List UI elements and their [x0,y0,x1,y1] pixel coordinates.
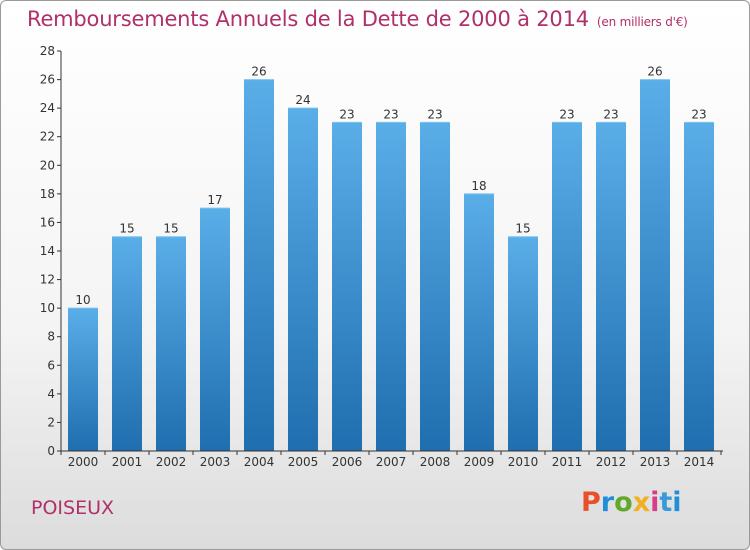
bar [200,208,230,451]
y-tick-label: 12 [40,273,55,287]
chart-title: Remboursements Annuels de la Dette de 20… [27,7,688,31]
x-tick-label: 2004 [244,455,275,469]
bar-value-label: 24 [295,93,310,107]
y-tick-label: 8 [47,330,55,344]
x-tick-label: 2012 [596,455,627,469]
logo-letter: P [581,487,601,518]
x-tick-label: 2008 [420,455,451,469]
bar [288,108,318,452]
y-tick-label: 10 [40,301,55,315]
y-tick-label: 28 [40,44,55,58]
bar [332,122,362,451]
bar-value-label: 23 [559,107,574,121]
y-tick-label: 6 [47,358,55,372]
bar-value-label: 15 [515,222,530,236]
bar-value-label: 18 [471,179,486,193]
y-tick-label: 16 [40,215,55,229]
logo-letter: i [650,487,660,518]
bar [156,236,186,451]
bars: 10 15 15 17 26 24 23 23 23 18 15 23 23 26 23 [68,65,714,452]
bar [244,79,274,452]
x-tick-label: 2014 [684,455,715,469]
bar-value-label: 15 [119,222,134,236]
x-tick-label: 2006 [332,455,363,469]
y-tick-label: 22 [40,130,55,144]
bar [420,122,450,451]
bar [376,122,406,451]
proxiti-logo: Proxiti [581,487,682,518]
bar-value-label: 23 [339,107,354,121]
y-tick-label: 26 [40,73,55,87]
x-tick-label: 2011 [552,455,583,469]
bar [464,193,494,451]
bar-value-label: 23 [383,107,398,121]
x-tick-label: 2013 [640,455,671,469]
y-tick-label: 4 [47,387,55,401]
chart-subtitle: (en milliers d'€) [596,15,688,29]
bar [508,236,538,451]
y-tick-label: 0 [47,444,55,458]
logo-letter: t [659,487,673,518]
bar-value-label: 23 [427,107,442,121]
x-tick-label: 2000 [68,455,99,469]
bar [552,122,582,451]
bar-value-label: 17 [207,193,222,207]
bar-value-label: 26 [647,65,662,79]
bar-value-label: 23 [603,107,618,121]
x-tick-label: 2009 [464,455,495,469]
logo-letter: x [632,487,651,518]
y-tick-label: 2 [47,415,55,429]
chart-title-text: Remboursements Annuels de la Dette de 20… [27,7,589,31]
y-tick-label: 20 [40,158,55,172]
x-tick-label: 2005 [288,455,319,469]
y-tick-label: 14 [40,244,55,258]
x-tick-label: 2002 [156,455,187,469]
y-tick-label: 24 [40,101,55,115]
bar-value-label: 15 [163,222,178,236]
x-axis: 2000 2001 2002 2003 2004 2005 2006 2007 2008 2009… [60,450,723,469]
bar [596,122,626,451]
bar-value-label: 26 [251,65,266,79]
x-tick-label: 2007 [376,455,407,469]
bar-value-label: 10 [75,293,90,307]
x-tick-label: 2010 [508,455,539,469]
y-tick-label: 18 [40,187,55,201]
x-tick-label: 2003 [200,455,231,469]
commune-name: POISEUX [31,497,115,519]
bar [640,79,670,452]
bar [112,236,142,451]
x-tick-label: 2001 [112,455,143,469]
bar [684,122,714,451]
logo-letter: r [600,487,615,518]
bar [68,308,98,451]
logo-letter: i [672,487,682,518]
logo-letter: o [614,487,633,518]
bar-value-label: 23 [691,107,706,121]
